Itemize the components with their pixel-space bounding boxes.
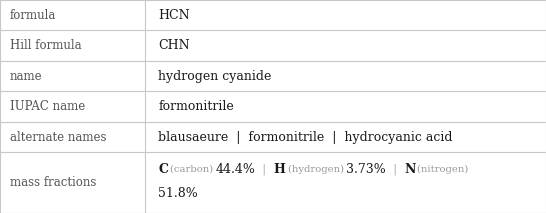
Text: 51.8%: 51.8% xyxy=(158,187,198,200)
Text: HCN: HCN xyxy=(158,9,190,22)
Text: formula: formula xyxy=(10,9,56,22)
Text: N: N xyxy=(404,163,416,176)
Text: |: | xyxy=(256,164,274,175)
Text: C: C xyxy=(158,163,168,176)
Text: alternate names: alternate names xyxy=(10,131,106,144)
Text: (nitrogen): (nitrogen) xyxy=(416,165,468,174)
Text: (hydrogen): (hydrogen) xyxy=(286,165,346,174)
Text: 3.73%: 3.73% xyxy=(346,163,385,176)
Text: hydrogen cyanide: hydrogen cyanide xyxy=(158,70,272,83)
Text: |: | xyxy=(385,164,404,175)
Text: CHN: CHN xyxy=(158,39,190,52)
Text: IUPAC name: IUPAC name xyxy=(10,100,85,113)
Text: H: H xyxy=(274,163,286,176)
Text: 44.4%: 44.4% xyxy=(216,163,256,176)
Text: formonitrile: formonitrile xyxy=(158,100,234,113)
Text: (carbon): (carbon) xyxy=(168,165,216,174)
Text: Hill formula: Hill formula xyxy=(10,39,81,52)
Text: blausaeure  |  formonitrile  |  hydrocyanic acid: blausaeure | formonitrile | hydrocyanic … xyxy=(158,131,453,144)
Text: name: name xyxy=(10,70,43,83)
Text: mass fractions: mass fractions xyxy=(10,176,96,189)
